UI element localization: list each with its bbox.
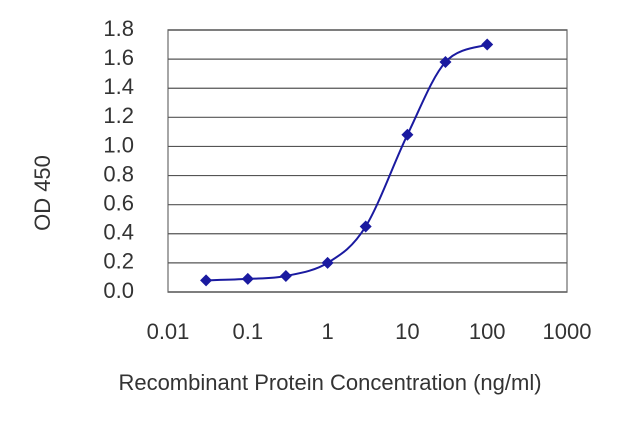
y-tick-label: 1.8 [103,16,134,41]
x-tick-label: 1 [321,319,333,344]
y-tick-label: 0.6 [103,190,134,215]
y-axis-label: OD 450 [30,155,55,231]
y-tick-label: 1.2 [103,103,134,128]
x-tick-label: 0.01 [147,319,190,344]
x-tick-label: 100 [469,319,506,344]
data-point [200,274,213,287]
data-point [321,256,334,269]
data-point [439,56,452,69]
y-tick-label: 1.6 [103,45,134,70]
data-line [206,43,488,282]
plot-area [167,29,568,293]
data-point [481,38,494,51]
y-tick-label: 0.4 [103,220,134,245]
x-tick-label: 0.1 [233,319,264,344]
x-tick-label: 10 [395,319,419,344]
data-point [279,269,292,282]
data-point [359,220,372,233]
y-tick-label: 1.4 [103,74,134,99]
data-point [401,128,414,141]
y-tick-label: 0.2 [103,249,134,274]
y-tick-label: 1.0 [103,132,134,157]
x-tick-label: 1000 [543,319,592,344]
data-point [241,272,254,285]
y-tick-label: 0.8 [103,161,134,186]
y-tick-label: 0.0 [103,278,134,303]
x-axis-label: Recombinant Protein Concentration (ng/ml… [118,370,541,395]
